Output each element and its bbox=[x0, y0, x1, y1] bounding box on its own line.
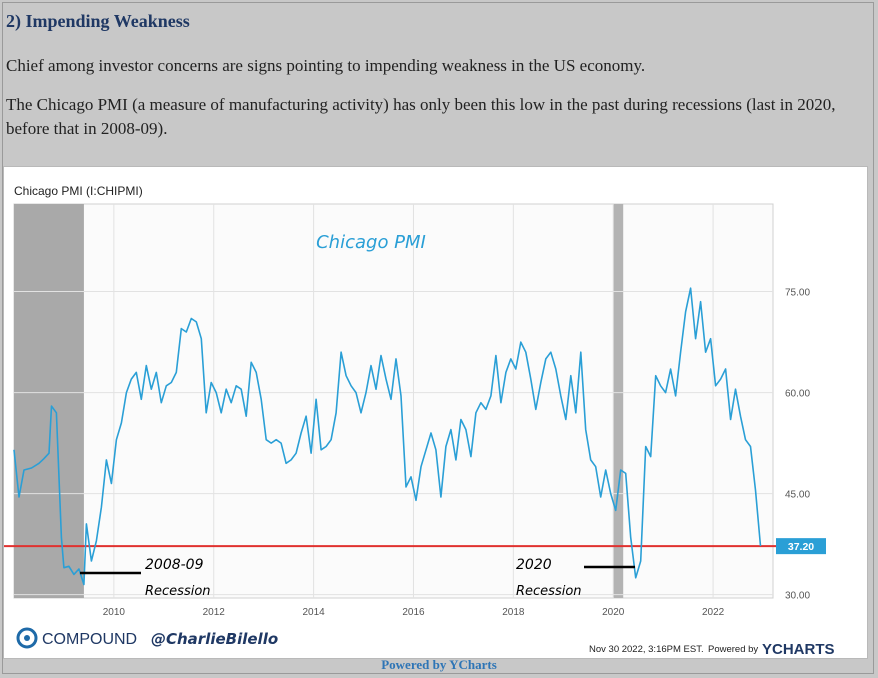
x-tick-label: 2010 bbox=[103, 607, 126, 618]
recession-sublabel-2008: Recession bbox=[145, 584, 211, 599]
compound-logo-icon bbox=[16, 627, 38, 649]
x-tick-label: 2018 bbox=[502, 607, 525, 618]
last-value-badge bbox=[776, 538, 826, 555]
compound-label: COMPOUND bbox=[42, 631, 137, 648]
recession-band bbox=[613, 204, 624, 598]
chicago-pmi-chart: 2010 2012 2014 2016 2018 2020 2022 75.00 60.00 45… bbox=[4, 203, 835, 658]
recession-label-2008: 2008-09 bbox=[145, 557, 204, 573]
recession-band bbox=[14, 204, 84, 598]
x-tick-label: 2014 bbox=[302, 607, 325, 618]
x-tick-label: 2022 bbox=[702, 607, 725, 618]
handle-label: @CharlieBilello bbox=[151, 630, 278, 648]
y-tick-label: 45.00 bbox=[785, 490, 810, 501]
chart-card: Chicago PMI (I:CHIPMI) 2010 2012 2014 2016 2… bbox=[3, 166, 868, 659]
pmi-series-line bbox=[13, 287, 762, 586]
chart-title: Chicago PMI (I:CHIPMI) bbox=[14, 184, 143, 198]
x-tick-label: 2020 bbox=[602, 607, 625, 618]
recession-label-2020: 2020 bbox=[516, 557, 552, 573]
plot-area bbox=[13, 203, 774, 599]
recession-sublabel-2020: Recession bbox=[516, 584, 582, 599]
powered-by-footer[interactable]: Powered by YCharts bbox=[381, 657, 497, 672]
x-tick-label: 2016 bbox=[402, 607, 425, 618]
paragraph-2: The Chicago PMI (a measure of manufactur… bbox=[6, 95, 836, 138]
timestamp-label: Nov 30 2022, 3:16PM EST. bbox=[589, 644, 704, 655]
annotation-title: Chicago PMI bbox=[316, 232, 426, 253]
ycharts-logo: YCHARTS bbox=[762, 641, 835, 658]
paragraph-1: Chief among investor concerns are signs … bbox=[6, 56, 646, 75]
compound-logo-dot bbox=[24, 635, 30, 641]
powered-by-label: Powered by bbox=[708, 644, 758, 655]
y-tick-label: 30.00 bbox=[785, 591, 810, 602]
last-value-label: 37.20 bbox=[788, 541, 814, 553]
section-heading: 2) Impending Weakness bbox=[6, 11, 190, 31]
x-tick-label: 2012 bbox=[203, 607, 226, 618]
y-tick-label: 75.00 bbox=[785, 288, 810, 299]
y-tick-label: 60.00 bbox=[785, 389, 810, 400]
